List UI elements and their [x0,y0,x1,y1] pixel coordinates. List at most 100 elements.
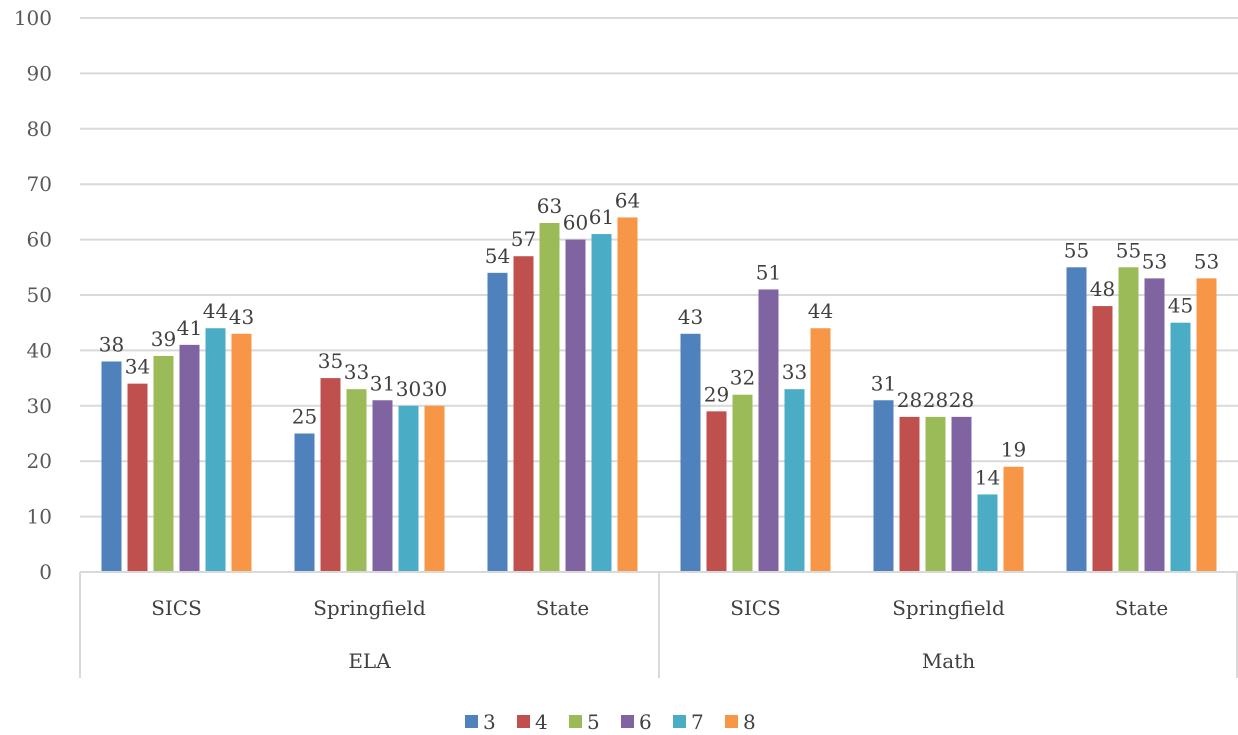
data-label: 28 [923,388,948,412]
y-tick-label: 20 [27,449,52,473]
legend-label: 3 [483,710,496,734]
bar-series-8 [810,328,831,572]
data-label: 34 [125,355,150,379]
legend-label: 6 [639,710,652,734]
bars [101,217,1217,573]
x-category-label: SICS [730,596,781,620]
data-label: 63 [537,194,562,218]
bar-series-8 [1003,466,1024,572]
bar-series-3 [1066,267,1087,572]
data-label: 30 [396,377,421,401]
data-label: 43 [229,305,254,329]
data-label: 54 [485,244,510,268]
legend-label: 8 [743,710,756,734]
data-label: 28 [897,388,922,412]
gridlines [80,17,1238,518]
x-category-label: Springfield [313,596,426,620]
data-label: 39 [151,327,176,351]
legend-label: 4 [535,710,548,734]
y-tick-label: 30 [27,394,52,418]
y-tick-label: 0 [39,560,52,584]
y-tick-label: 60 [27,228,52,252]
bar-series-7 [591,234,612,572]
data-label: 51 [756,260,781,284]
bar-series-8 [1196,278,1217,572]
data-label: 55 [1116,238,1141,262]
bar-series-5 [153,355,174,572]
data-label: 33 [344,360,369,384]
data-label: 41 [177,316,202,340]
bar-series-6 [1144,278,1165,572]
bar-series-3 [101,361,122,572]
y-tick-label: 80 [27,117,52,141]
data-label: 61 [589,205,614,229]
legend-label: 7 [691,710,704,734]
data-label: 53 [1194,249,1219,273]
bar-series-7 [784,389,805,572]
bar-series-4 [127,383,148,572]
bar-series-3 [680,333,701,572]
y-tick-label: 10 [27,505,52,529]
bar-series-8 [617,217,638,572]
x-category-label: SICS [151,596,202,620]
data-label: 38 [99,332,124,356]
data-label: 31 [871,371,896,395]
bar-series-5 [925,416,946,572]
data-label: 44 [203,299,228,323]
data-label: 33 [782,360,807,384]
data-label: 45 [1168,294,1193,318]
y-tick-label: 70 [27,172,52,196]
bar-series-6 [179,344,200,572]
data-label: 29 [704,382,729,406]
bar-series-8 [231,333,252,572]
bar-series-5 [539,222,560,573]
bar-series-4 [320,378,341,572]
x-category-label: State [536,596,590,620]
y-tick-label: 90 [27,61,52,85]
data-label: 31 [370,371,395,395]
bar-series-8 [424,405,445,572]
bar-series-3 [873,400,894,572]
data-label: 57 [511,227,536,251]
legend-swatch [725,715,738,728]
legend: 3 4 5 6 7 8 [465,710,756,734]
bar-series-3 [487,272,508,572]
y-tick-label: 50 [27,283,52,307]
legend-swatch [673,715,686,728]
legend-label: 5 [587,710,600,734]
bar-series-3 [294,433,315,572]
data-label: 64 [615,188,640,212]
data-label: 60 [563,211,588,235]
bar-series-5 [732,394,753,572]
x-group-label: ELA [348,649,391,673]
data-label: 35 [318,349,343,373]
bar-series-6 [565,239,586,572]
legend-swatch [569,715,582,728]
bar-series-4 [899,416,920,572]
data-label: 55 [1064,238,1089,262]
bar-series-4 [513,256,534,572]
bar-series-7 [1170,322,1191,572]
bar-series-4 [706,411,727,572]
data-label: 43 [678,305,703,329]
data-label: 48 [1090,277,1115,301]
legend-swatch [517,715,530,728]
x-axis: SICS Springfield State SICS Springfield State… [79,571,1238,678]
bar-series-4 [1092,306,1113,572]
legend-swatch [465,715,478,728]
bar-series-5 [1118,267,1139,572]
bar-series-7 [977,494,998,572]
data-label: 14 [975,465,1000,489]
data-label: 19 [1001,438,1026,462]
bar-series-6 [372,400,393,572]
bar-series-6 [758,289,779,572]
data-label: 25 [292,405,317,429]
data-label: 28 [949,388,974,412]
data-label: 32 [730,366,755,390]
x-group-label: Math [922,649,975,673]
data-label: 53 [1142,249,1167,273]
y-tick-label: 40 [27,338,52,362]
data-label: 30 [422,377,447,401]
